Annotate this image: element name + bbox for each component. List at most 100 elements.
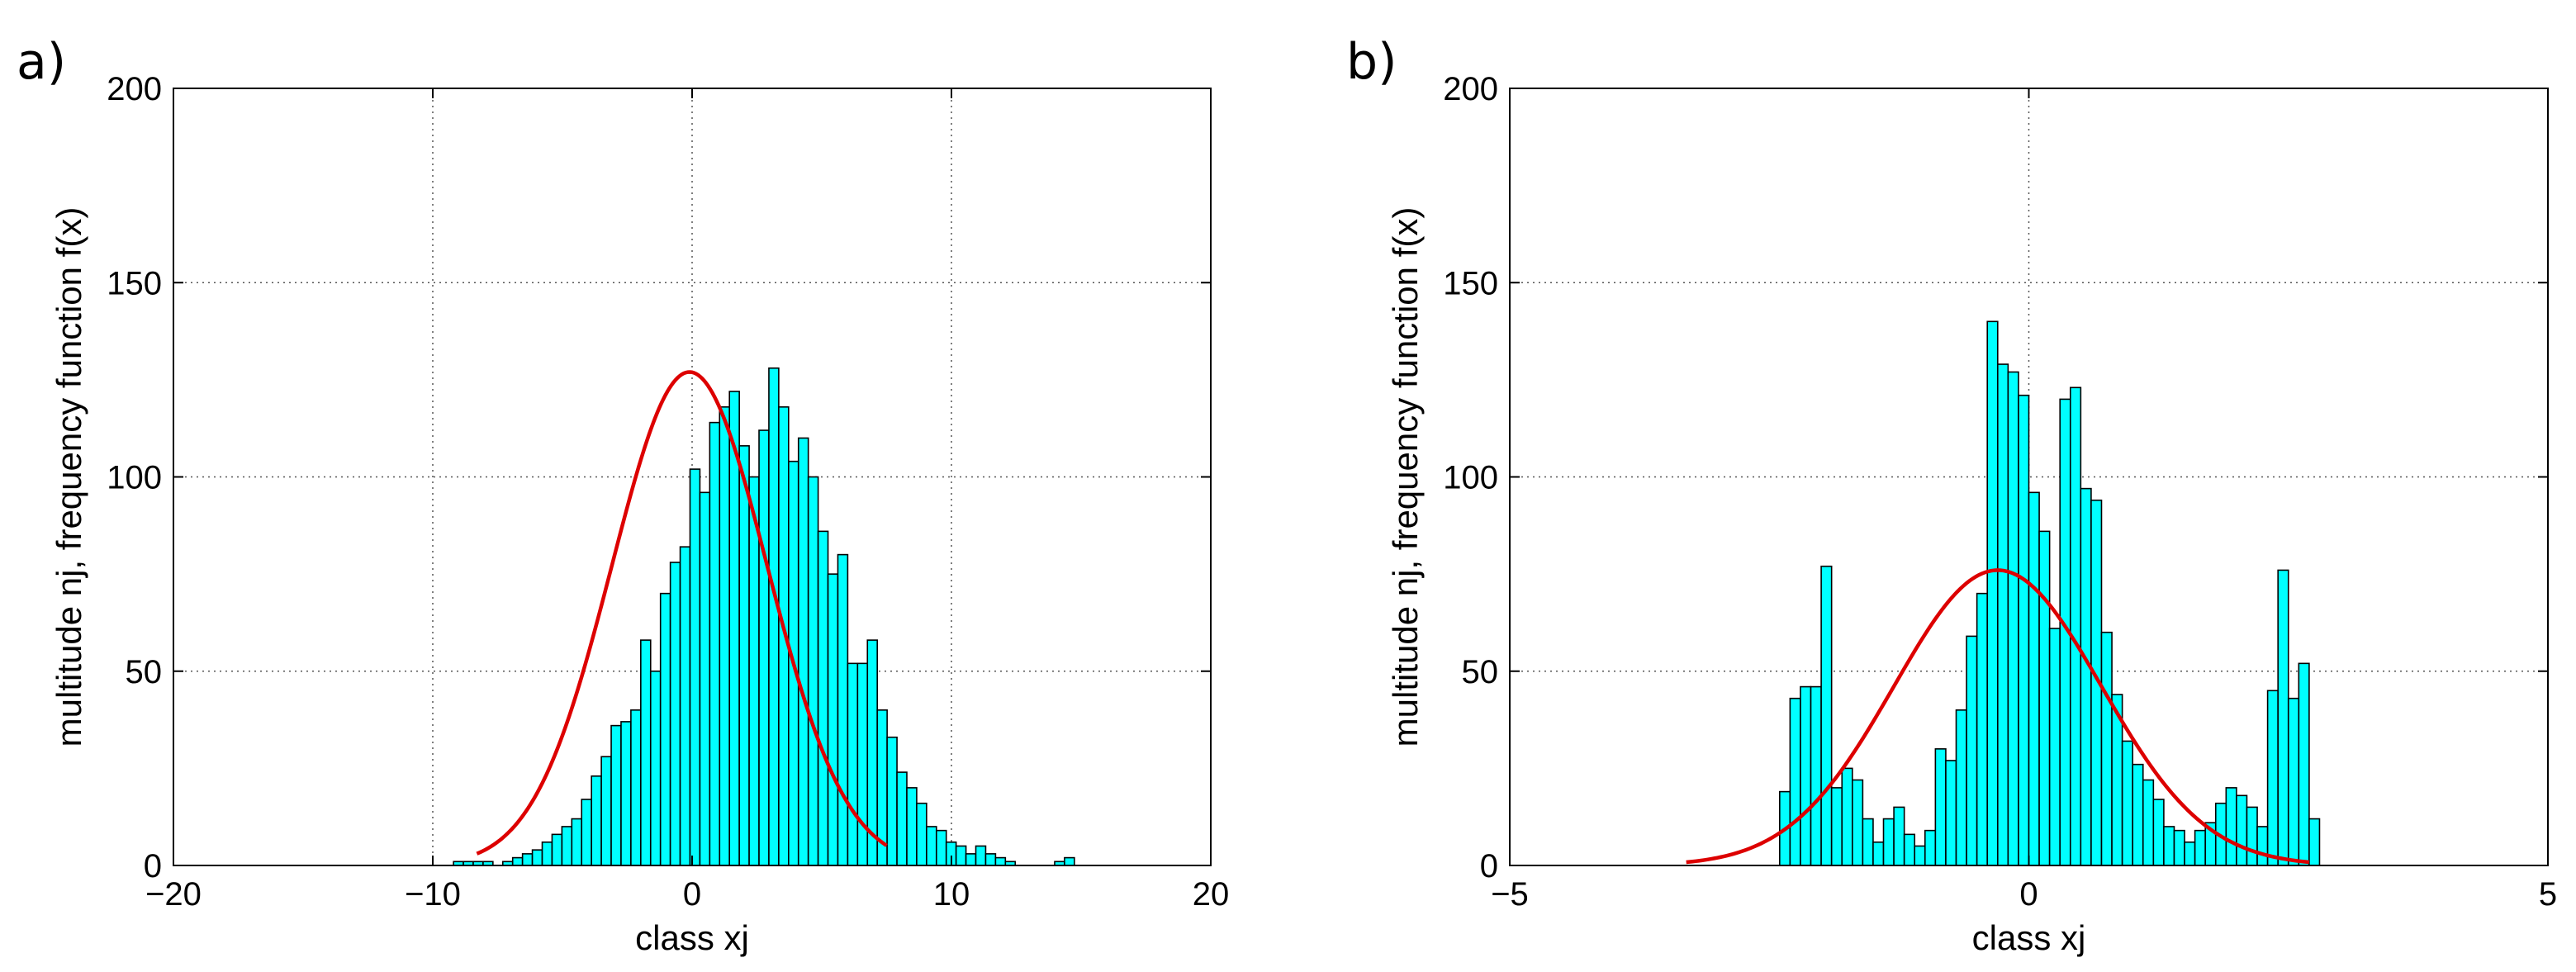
histogram-bar: [797, 437, 809, 866]
x-axis-label: class xj: [635, 918, 749, 957]
histogram-bar: [571, 818, 583, 866]
x-tick-label: 20: [1193, 876, 1230, 913]
histogram-bar: [1852, 779, 1864, 866]
histogram-bar: [2308, 818, 2321, 866]
histogram-bar: [984, 853, 997, 866]
histogram-bar: [2194, 829, 2206, 866]
x-tick-label: 0: [2019, 876, 2038, 913]
histogram-bar: [916, 802, 927, 866]
histogram-bar: [2184, 841, 2196, 866]
histogram-bar: [807, 476, 819, 866]
histogram-bar: [2152, 799, 2165, 866]
histogram-bar: [994, 856, 1007, 866]
histogram-bar: [2080, 487, 2092, 866]
histogram-bar: [1903, 833, 1916, 866]
histogram-bar: [591, 775, 602, 866]
histogram-bar: [719, 406, 731, 866]
histogram-bar: [817, 530, 829, 866]
histogram-bar: [1820, 565, 1833, 866]
histogram-bar: [1872, 841, 1885, 866]
histogram-bar: [2173, 829, 2185, 866]
histogram-bar: [2100, 631, 2113, 866]
histogram-bar: [2132, 763, 2144, 866]
histogram-bar: [551, 833, 563, 866]
histogram-bar: [679, 546, 691, 866]
y-tick-label: 50: [126, 654, 163, 690]
histogram-bar: [1924, 829, 1937, 866]
histogram-bar: [1934, 748, 1947, 866]
histogram-bar: [837, 553, 849, 866]
histogram-bar: [610, 724, 622, 866]
histogram-bar: [758, 429, 770, 866]
normal-fit-curve: [476, 370, 888, 856]
histogram-bar: [620, 721, 632, 866]
histogram-bar: [2246, 806, 2258, 866]
histogram-bar: [1986, 320, 1999, 866]
panel-label: b): [1346, 33, 1397, 91]
histogram-bar: [1789, 697, 1801, 866]
histogram-bar: [600, 756, 612, 866]
y-axis-label: multitude nj, frequency function f(x): [1386, 207, 1425, 747]
normal-fit-curve: [1686, 568, 2310, 865]
histogram-bar: [1914, 845, 1926, 866]
histogram-bar: [1955, 709, 1967, 866]
histogram-bar: [541, 841, 553, 866]
x-tick-label: 0: [683, 876, 701, 913]
y-axis-label: multitude nj, frequency function f(x): [50, 207, 88, 747]
x-tick-label: −20: [145, 876, 202, 913]
histogram-bar: [896, 771, 908, 866]
y-tick-label: 200: [107, 71, 162, 107]
histogram-bar: [1966, 635, 1978, 866]
histogram-bar: [906, 787, 918, 866]
x-tick-label: −5: [1491, 876, 1529, 913]
histogram-bar: [2298, 662, 2310, 866]
histogram-bar: [2277, 569, 2289, 866]
histogram-bar: [531, 849, 543, 866]
histogram-bar: [2038, 530, 2051, 866]
histogram-bar: [2048, 628, 2061, 866]
histogram-bar: [965, 853, 977, 866]
y-tick-label: 100: [107, 460, 162, 496]
histogram-bar: [1800, 685, 1812, 866]
histogram-bar: [2007, 371, 2019, 866]
histogram-bar: [521, 853, 534, 866]
histogram-bar: [2028, 491, 2040, 866]
x-axis-label: class xj: [1972, 918, 2086, 957]
histogram-bar: [886, 736, 898, 866]
histogram-bar: [2069, 386, 2082, 866]
histogram-bar: [1841, 767, 1853, 866]
y-tick-label: 0: [144, 848, 162, 884]
histogram-bar: [1830, 787, 1843, 866]
histogram-bar: [581, 799, 592, 866]
x-tick-label: 5: [2539, 876, 2557, 913]
histogram-bar: [2266, 690, 2279, 866]
histogram-bar: [659, 592, 671, 866]
y-tick-label: 150: [1443, 265, 1498, 301]
histogram-bar: [935, 829, 947, 866]
histogram-bar: [2121, 740, 2133, 866]
x-tick-label: −10: [405, 876, 461, 913]
histogram-bar: [511, 856, 524, 866]
histogram-bar: [856, 662, 869, 866]
histogram-bar: [1810, 685, 1822, 866]
histogram-bar: [669, 562, 681, 866]
histogram-bar: [768, 367, 780, 866]
histogram-bar: [975, 845, 987, 866]
histogram-bar: [561, 826, 573, 866]
histogram-bar: [709, 421, 721, 866]
histogram-bar: [2142, 779, 2155, 866]
histogram-bar: [649, 670, 662, 866]
histogram-bar: [2225, 787, 2237, 866]
panel-label: a): [17, 33, 66, 91]
y-tick-label: 150: [107, 265, 162, 301]
histogram-bar: [926, 826, 937, 866]
histogram-bar: [1882, 818, 1895, 866]
histogram-bar: [1996, 363, 2009, 866]
histogram-bar: [2236, 794, 2248, 866]
histogram-bar: [630, 709, 642, 866]
histogram-bar: [827, 573, 839, 866]
y-tick-label: 50: [1462, 654, 1499, 690]
